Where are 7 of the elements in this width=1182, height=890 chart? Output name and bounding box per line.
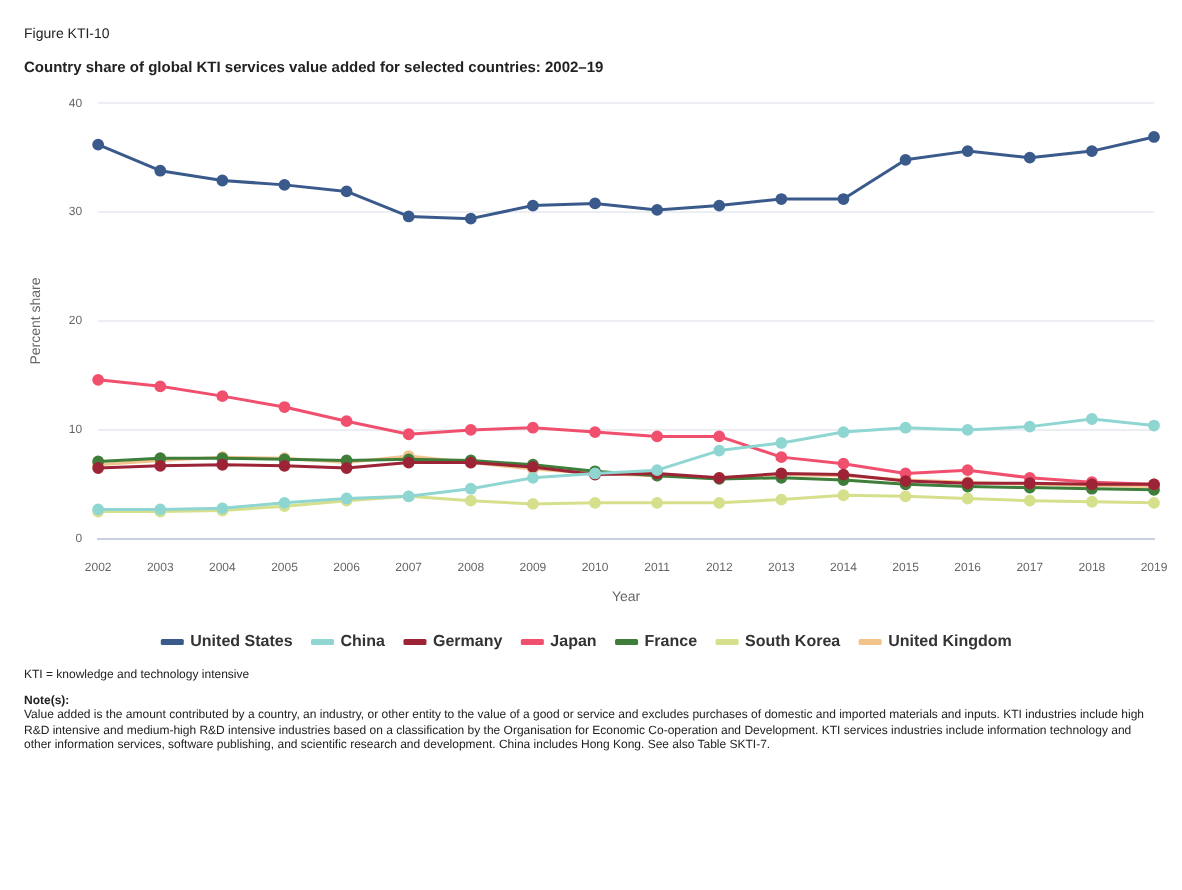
legend-label: South Korea: [745, 632, 842, 651]
legend-label: United States: [190, 632, 294, 651]
legend-label: Japan: [550, 632, 597, 651]
legend-label: France: [644, 632, 699, 651]
legend-label: United Kingdom: [888, 632, 1012, 651]
legend-label: China: [340, 632, 387, 651]
legend-label: Germany: [432, 632, 504, 651]
